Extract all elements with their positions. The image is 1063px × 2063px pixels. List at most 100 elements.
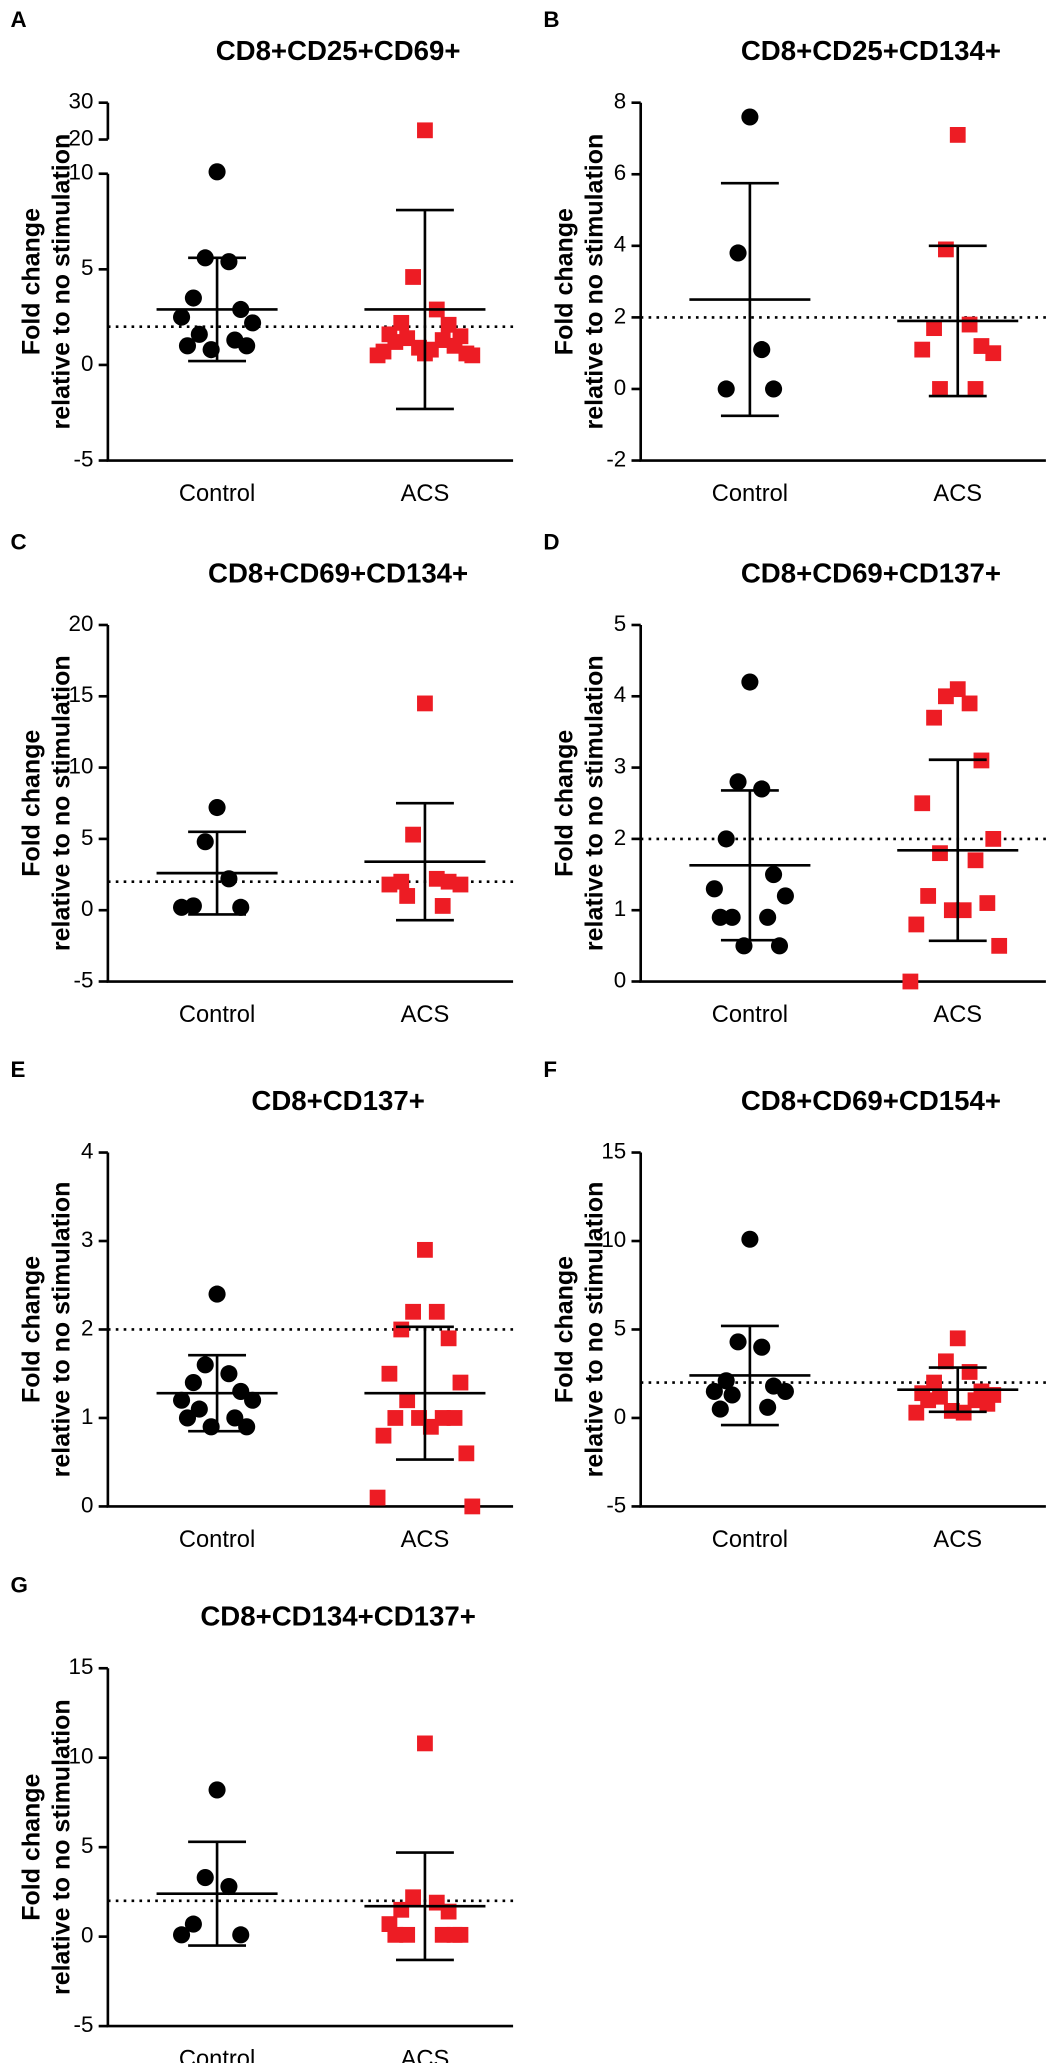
data-point	[955, 902, 972, 919]
data-point	[452, 876, 469, 893]
y-tick-label: 10	[601, 1227, 626, 1252]
y-tick-label: 1	[81, 1404, 93, 1429]
y-tick-label: 5	[614, 1315, 626, 1340]
data-point	[173, 898, 191, 916]
data-point	[770, 937, 789, 955]
y-tick-label: 0	[81, 1492, 93, 1517]
data-point	[961, 695, 978, 712]
y-tick-label: 10	[69, 1744, 94, 1769]
data-point	[914, 795, 931, 812]
panel-letter: G	[11, 1573, 28, 1598]
y-tick-label: 0	[81, 351, 93, 376]
data-point	[202, 341, 220, 359]
data-point	[428, 1303, 445, 1320]
y-tick-label: 20	[69, 611, 94, 636]
y-axis-label: relative to no stimulation	[48, 655, 76, 951]
data-point	[920, 1392, 937, 1409]
data-point	[938, 241, 954, 258]
data-point	[902, 973, 919, 990]
data-point	[723, 908, 741, 926]
y-tick-label: -5	[74, 2012, 94, 2037]
data-point	[979, 895, 996, 911]
y-tick-label: 15	[69, 1654, 94, 1679]
data-point	[985, 831, 1002, 847]
y-tick-label: 2	[614, 303, 626, 328]
data-point	[932, 381, 948, 397]
data-point	[452, 1374, 469, 1391]
panel-letter: E	[11, 1057, 26, 1082]
y-axis-label: relative to no stimulation	[581, 134, 609, 430]
y-tick-label: 4	[81, 1138, 93, 1163]
data-point	[375, 1427, 392, 1444]
data-point	[190, 1400, 208, 1418]
y-axis-label: relative to no stimulation	[48, 134, 76, 430]
data-point	[440, 1330, 457, 1347]
data-point	[949, 127, 966, 143]
data-point	[405, 1303, 421, 1320]
x-tick-label: Control	[179, 1527, 255, 1553]
data-point	[729, 773, 747, 791]
data-point	[369, 1489, 386, 1506]
data-point	[908, 916, 925, 933]
y-tick-label: 30	[69, 89, 94, 114]
data-point	[926, 709, 942, 726]
data-point	[967, 381, 984, 397]
data-point	[711, 1400, 729, 1418]
data-point	[393, 1901, 410, 1918]
y-tick-label: 4	[614, 232, 626, 257]
y-tick-label: 3	[614, 753, 626, 778]
data-point	[434, 898, 451, 914]
x-tick-label: Control	[712, 1527, 788, 1553]
y-tick-label: 10	[69, 753, 94, 778]
data-point	[961, 316, 978, 333]
data-point	[717, 830, 735, 848]
data-point	[938, 688, 954, 705]
panel-title: CD8+CD137+	[251, 1085, 424, 1116]
data-point	[244, 314, 262, 332]
data-point	[932, 845, 948, 862]
y-tick-label: -5	[606, 1492, 626, 1517]
data-point	[208, 798, 226, 817]
data-point	[967, 852, 984, 869]
y-tick-label: 2	[81, 1315, 93, 1340]
data-point	[729, 1333, 747, 1351]
data-point	[399, 1392, 416, 1409]
data-point	[417, 695, 433, 712]
x-tick-label: Control	[712, 1002, 788, 1028]
data-point	[985, 345, 1002, 362]
data-point	[926, 320, 942, 337]
data-point	[422, 1418, 439, 1435]
x-tick-label: Control	[712, 481, 788, 507]
data-point	[753, 1338, 771, 1356]
data-point	[387, 1410, 404, 1426]
data-point	[381, 876, 398, 893]
data-point	[173, 1391, 191, 1409]
y-tick-label: -2	[606, 446, 626, 471]
y-tick-label: 5	[81, 1833, 93, 1858]
data-point	[220, 870, 238, 888]
data-point	[190, 325, 208, 343]
data-point	[208, 163, 226, 181]
data-point	[399, 888, 416, 904]
y-axis-label: relative to no stimulation	[48, 1182, 76, 1478]
data-point	[393, 1321, 410, 1338]
data-point	[184, 1374, 202, 1392]
data-point	[753, 780, 771, 798]
data-point	[979, 1395, 996, 1412]
y-tick-label: 15	[601, 1138, 626, 1163]
y-tick-label: -5	[74, 967, 94, 992]
data-point	[173, 308, 191, 326]
data-point	[405, 826, 421, 843]
data-point	[949, 1330, 966, 1347]
data-point	[938, 1353, 954, 1370]
y-axis-label: Fold change	[550, 208, 578, 355]
panel-letter: A	[11, 7, 27, 32]
y-axis-label: Fold change	[550, 730, 578, 877]
y-tick-label: 0	[614, 1404, 626, 1429]
data-point	[417, 122, 433, 139]
y-axis-label: relative to no stimulation	[581, 655, 609, 951]
x-tick-label: ACS	[401, 1002, 450, 1028]
data-point	[178, 1409, 197, 1427]
data-point	[729, 244, 747, 262]
data-point	[238, 337, 256, 355]
